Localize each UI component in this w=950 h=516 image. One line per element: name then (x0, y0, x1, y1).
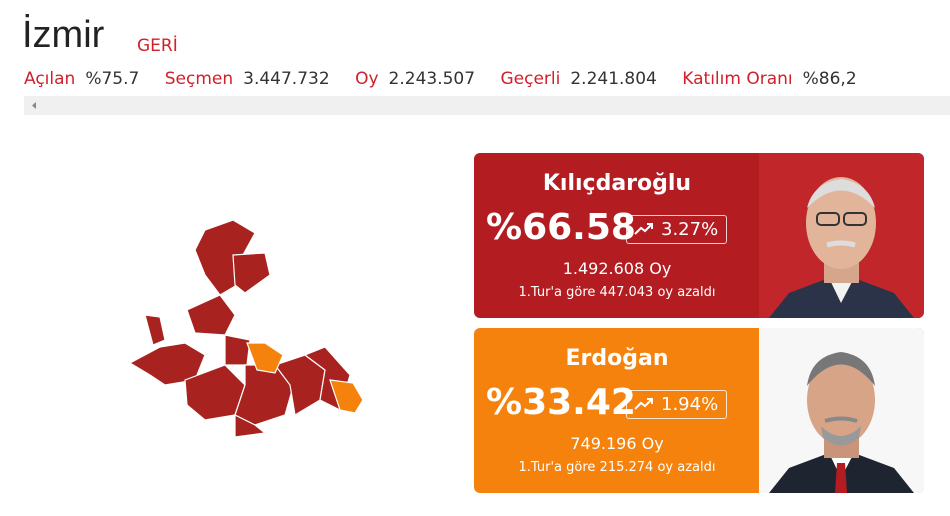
change-badge: 3.27% (626, 215, 727, 244)
stat-value: 3.447.732 (243, 69, 330, 89)
candidate-photo (759, 328, 924, 493)
candidate-card[interactable]: Erdoğan %33.42 1.94% 749.196 Oy 1.Tur'a … (474, 328, 924, 493)
back-link[interactable]: GERİ (137, 36, 178, 56)
candidate-name: Erdoğan (565, 346, 669, 371)
candidate-name: Kılıçdaroğlu (542, 171, 692, 196)
trend-icon (634, 223, 653, 235)
candidate-percent: %66.58 (486, 207, 636, 248)
candidate-photo (759, 153, 924, 318)
scroll-arrow[interactable] (24, 96, 43, 115)
district[interactable] (246, 342, 284, 374)
stat-label: Açılan (24, 69, 76, 89)
city-title: İzmir (22, 14, 105, 56)
candidate-percent: %33.42 (486, 382, 636, 423)
trend-icon (634, 398, 653, 410)
district[interactable] (144, 314, 166, 346)
stat-value: 2.241.804 (570, 69, 657, 89)
candidate-card[interactable]: Kılıçdaroğlu %66.58 3.27% 1.492.608 Oy 1… (474, 153, 924, 318)
stat-label: Katılım Oranı (682, 69, 793, 89)
candidate-votes: 749.196 Oy (570, 434, 664, 453)
stats-row: Açılan %75.7 Seçmen 3.447.732 Oy 2.243.507 … (24, 69, 877, 89)
candidate-votes: 1.492.608 Oy (562, 259, 672, 278)
stat-value: %75.7 (85, 69, 140, 89)
stat-label: Oy (355, 69, 379, 89)
stat-value: 2.243.507 (388, 69, 476, 89)
candidate-note: 1.Tur'a göre 215.274 oy azaldı (518, 460, 716, 475)
scrollbar[interactable] (24, 96, 950, 115)
district[interactable] (329, 379, 364, 414)
district[interactable] (186, 294, 236, 336)
district-map (128, 219, 364, 438)
district[interactable] (234, 414, 267, 438)
stat-label: Geçerli (500, 69, 561, 89)
change-badge: 1.94% (626, 390, 727, 419)
candidate-note: 1.Tur'a göre 447.043 oy azaldı (518, 285, 716, 300)
change-value: 1.94% (661, 394, 719, 415)
district[interactable] (232, 252, 271, 294)
stat-value: %86,2 (802, 69, 857, 89)
stat-label: Seçmen (164, 69, 234, 89)
change-value: 3.27% (661, 219, 719, 240)
district[interactable] (128, 342, 206, 386)
district[interactable] (224, 334, 251, 366)
